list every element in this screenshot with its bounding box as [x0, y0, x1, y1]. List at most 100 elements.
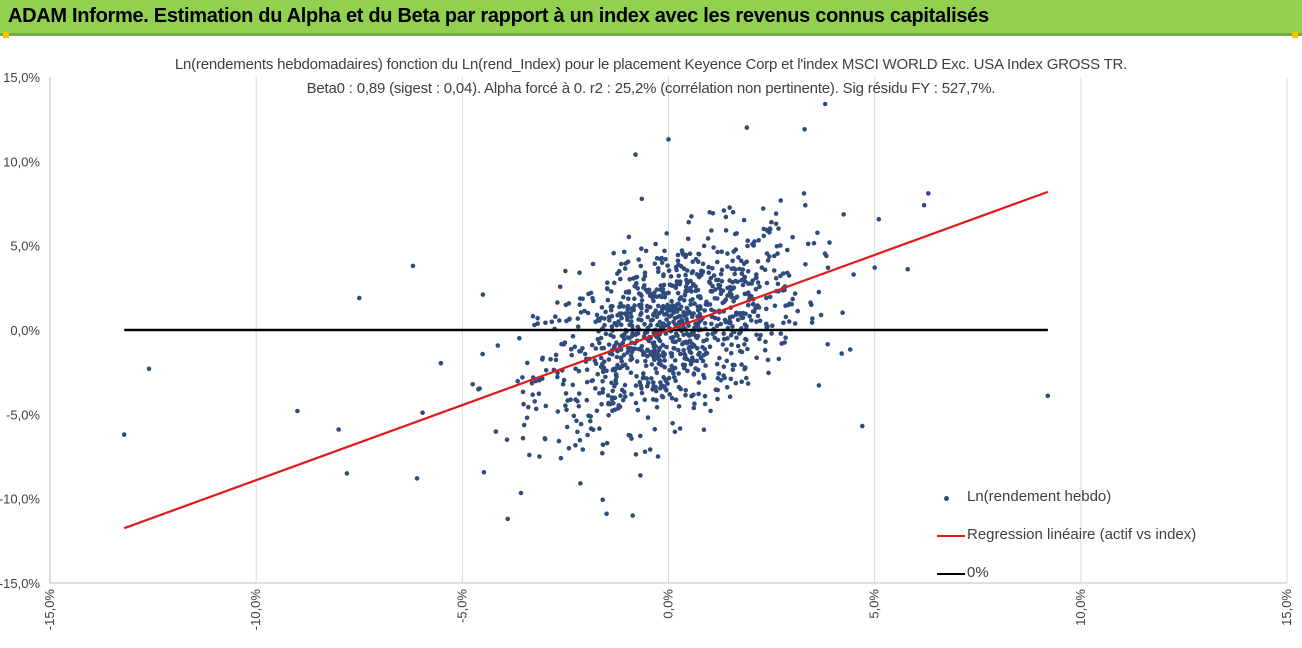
data-point [727, 318, 732, 323]
data-point [702, 393, 708, 399]
data-point [705, 332, 710, 337]
data-point [612, 383, 617, 389]
data-point [603, 309, 608, 315]
data-point [573, 443, 578, 448]
data-point [710, 266, 715, 271]
data-point [692, 401, 697, 407]
data-point [769, 219, 774, 225]
data-point [737, 348, 743, 354]
data-point [672, 429, 678, 435]
data-point [755, 259, 761, 264]
data-point [628, 370, 634, 376]
data-point [558, 455, 564, 461]
data-point [642, 273, 648, 279]
data-point [625, 365, 630, 371]
data-point [661, 375, 666, 380]
data-point [646, 380, 651, 386]
data-point [745, 238, 750, 243]
data-point [719, 249, 724, 254]
data-point [839, 351, 844, 356]
data-point [723, 319, 728, 325]
data-point [770, 323, 775, 329]
legend-marker-regression [937, 535, 965, 537]
data-point [740, 267, 746, 272]
data-point [707, 344, 713, 350]
data-point [651, 298, 656, 304]
data-point [785, 247, 790, 253]
data-point [629, 436, 634, 441]
data-point [659, 294, 664, 300]
data-point [626, 432, 632, 438]
data-point [745, 243, 750, 249]
data-point [656, 361, 662, 366]
data-point [638, 433, 643, 439]
data-point [735, 317, 741, 323]
data-point [600, 386, 606, 392]
x-tick-label: 5,0% [867, 589, 882, 619]
data-point [621, 304, 626, 309]
data-point [693, 366, 698, 371]
data-point [709, 307, 714, 313]
data-point [536, 391, 542, 397]
data-point [602, 322, 607, 328]
data-point [751, 243, 756, 248]
data-point [586, 291, 591, 297]
data-point [669, 395, 675, 401]
data-point [639, 390, 645, 396]
data-point [606, 357, 612, 362]
data-point [744, 259, 749, 265]
data-point [623, 394, 628, 399]
data-point [695, 314, 700, 319]
data-point [662, 248, 667, 254]
data-point [765, 258, 771, 263]
data-point [593, 319, 598, 325]
data-point [743, 311, 748, 317]
data-point [603, 374, 608, 380]
data-point [540, 355, 545, 361]
data-point [713, 287, 718, 292]
data-point [755, 313, 761, 319]
data-point [532, 399, 537, 404]
data-point [615, 313, 620, 318]
data-point [764, 280, 770, 286]
data-point [629, 314, 634, 320]
data-point [669, 298, 674, 304]
data-point [759, 265, 765, 270]
data-point [696, 352, 701, 357]
data-point [733, 267, 738, 272]
data-point [725, 264, 730, 269]
data-point [607, 318, 612, 323]
data-point [678, 351, 683, 357]
data-point [606, 342, 612, 347]
data-point [714, 323, 720, 329]
data-point [674, 302, 680, 307]
data-point [701, 372, 706, 378]
data-point [712, 296, 718, 301]
data-point [634, 274, 640, 280]
data-point [686, 309, 692, 315]
x-tick-label: -5,0% [454, 589, 469, 623]
y-tick-label: 0,0% [10, 323, 40, 338]
data-point [684, 306, 690, 311]
data-point [634, 359, 640, 364]
data-point [662, 364, 667, 370]
header-banner: ADAM Informe. Estimation du Alpha et du … [0, 0, 1302, 36]
data-point [586, 413, 591, 419]
data-point [642, 397, 647, 403]
data-point [733, 380, 739, 386]
data-point [693, 333, 698, 339]
data-point [716, 277, 721, 283]
data-point [718, 321, 724, 327]
data-point [730, 280, 735, 285]
data-point [711, 273, 717, 278]
data-point [786, 273, 792, 278]
data-point [728, 332, 734, 338]
data-point [723, 297, 729, 302]
data-point [592, 358, 598, 363]
data-point [723, 214, 729, 220]
data-point [688, 278, 693, 284]
data-point [620, 397, 626, 403]
data-point [728, 376, 734, 382]
data-point [600, 442, 606, 448]
data-point [636, 291, 642, 296]
